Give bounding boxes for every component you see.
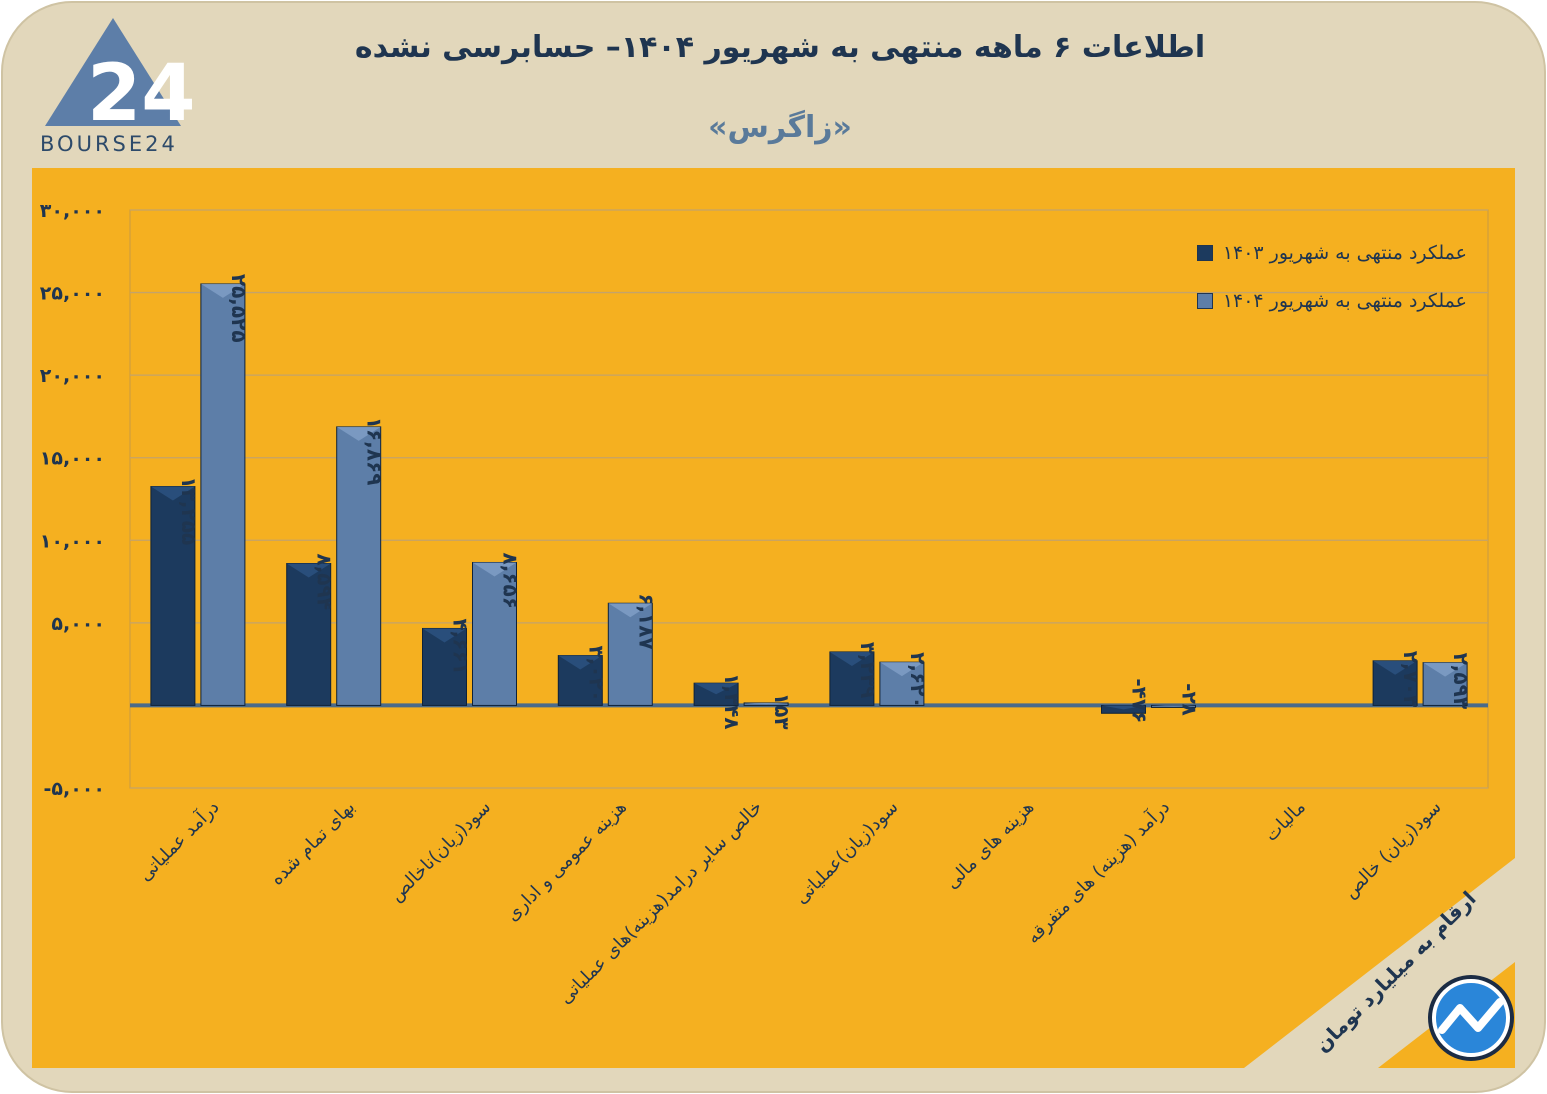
- logo-triangle: [45, 18, 181, 126]
- bar-body: [607, 602, 653, 706]
- y-tick-label: ۲۵,۰۰۰: [40, 283, 105, 305]
- bar-value-label: ۲۵,۵۲۵: [227, 274, 251, 343]
- bar-bevel: [744, 702, 789, 705]
- bar-value-label: ۱۳,۲۵۵: [177, 477, 201, 546]
- logo: 24: [45, 18, 196, 139]
- bar-value-label: -۴۷۶: [1128, 678, 1152, 723]
- y-tick-label: ۵,۰۰۰: [51, 613, 105, 635]
- bar-value-label: ۳,۰۲۰: [584, 646, 608, 702]
- legend-swatch-1403: [1196, 245, 1213, 261]
- bar-bevel: [829, 651, 874, 666]
- bar-body: [200, 283, 246, 706]
- plot-background: [32, 168, 1515, 1068]
- page-title: اطلاعات ۶ ماهه منتهی به شهریور ۱۴۰۴– حسا…: [354, 30, 1206, 65]
- logo-digits: 24: [87, 49, 196, 139]
- legend-swatch-1404: [1196, 293, 1213, 309]
- bar: [1101, 704, 1146, 714]
- legend-item-1404: عملکرد منتهی به شهریور ۱۴۰۴: [1196, 290, 1467, 312]
- legend-item-1403: عملکرد منتهی به شهریور ۱۴۰۳: [1196, 242, 1467, 264]
- bar-bevel: [472, 562, 517, 577]
- bar: [472, 561, 517, 706]
- bar-bevel: [422, 628, 467, 643]
- bar: [150, 486, 196, 706]
- bar-value-label: ۲,۵۹۳: [1449, 653, 1473, 709]
- company-name: «زاگرس»: [708, 110, 852, 145]
- bar: [879, 661, 925, 706]
- bar-body: [150, 486, 196, 706]
- bar-bevel: [879, 662, 924, 677]
- bar-bevel: [608, 603, 653, 618]
- bar: [743, 702, 789, 706]
- bar-bevel: [336, 426, 381, 441]
- bar: [829, 651, 875, 706]
- y-tick-label: -۵,۰۰۰: [44, 778, 106, 800]
- bar: [607, 602, 653, 706]
- bar-value-label: ۶,۱۸۷: [634, 593, 658, 649]
- units-corner-banner: [1244, 858, 1515, 1068]
- bar: [693, 682, 739, 706]
- bar: [336, 426, 382, 706]
- bars-layer: [150, 283, 1468, 714]
- bar-bevel: [694, 683, 739, 695]
- bar-value-label: ۸,۵۹۴: [313, 554, 337, 610]
- bar: [422, 627, 467, 706]
- bar-body: [472, 561, 517, 706]
- bar-bevel: [200, 283, 245, 298]
- bar: [1372, 660, 1418, 706]
- bar: [1422, 662, 1468, 706]
- bar-value-label: ۱۵۳: [770, 693, 794, 730]
- bar-body: [336, 426, 382, 706]
- bar-bevel: [558, 655, 603, 670]
- legend-label-1404: عملکرد منتهی به شهریور ۱۴۰۴: [1222, 290, 1467, 312]
- bar: [557, 655, 603, 706]
- bar-bevel: [286, 563, 331, 578]
- bar-value-label: ۲,۶۲۰: [906, 652, 930, 708]
- bar: [286, 563, 332, 706]
- y-tick-label: ۱۰,۰۰۰: [40, 530, 105, 552]
- bar: [200, 283, 246, 706]
- legend: عملکرد منتهی به شهریور ۱۴۰۳ عملکرد منتهی…: [1196, 242, 1467, 338]
- legend-label-1403: عملکرد منتهی به شهریور ۱۴۰۳: [1222, 242, 1467, 264]
- bar-bevel: [1101, 705, 1146, 710]
- bar-value-label: ۸,۶۵۶: [499, 552, 523, 608]
- bar-bevel: [1151, 705, 1196, 707]
- bar-bevel: [1423, 662, 1468, 677]
- bar-body: [286, 563, 332, 706]
- bar-value-label: -۲۸: [1178, 683, 1202, 716]
- bar-bevel: [150, 486, 195, 501]
- bar-value-label: ۲,۷۰۳: [1399, 651, 1423, 707]
- y-tick-label: ۲۰,۰۰۰: [40, 365, 105, 387]
- y-tick-label: ۱۵,۰۰۰: [40, 448, 105, 470]
- bar: [1151, 704, 1196, 708]
- bar-value-label: ۱,۳۴۸: [720, 673, 744, 729]
- bar-value-label: ۳,۲۳۹: [856, 642, 880, 698]
- logo-text: BOURSE24: [40, 132, 178, 156]
- bar-bevel: [1373, 660, 1418, 675]
- badge-icon: [1428, 975, 1514, 1061]
- bar-value-label: ۱۶,۸۶۹: [363, 417, 387, 486]
- y-tick-label: ۳۰,۰۰۰: [40, 200, 105, 222]
- bar-value-label: ۴,۶۶۱: [449, 618, 473, 674]
